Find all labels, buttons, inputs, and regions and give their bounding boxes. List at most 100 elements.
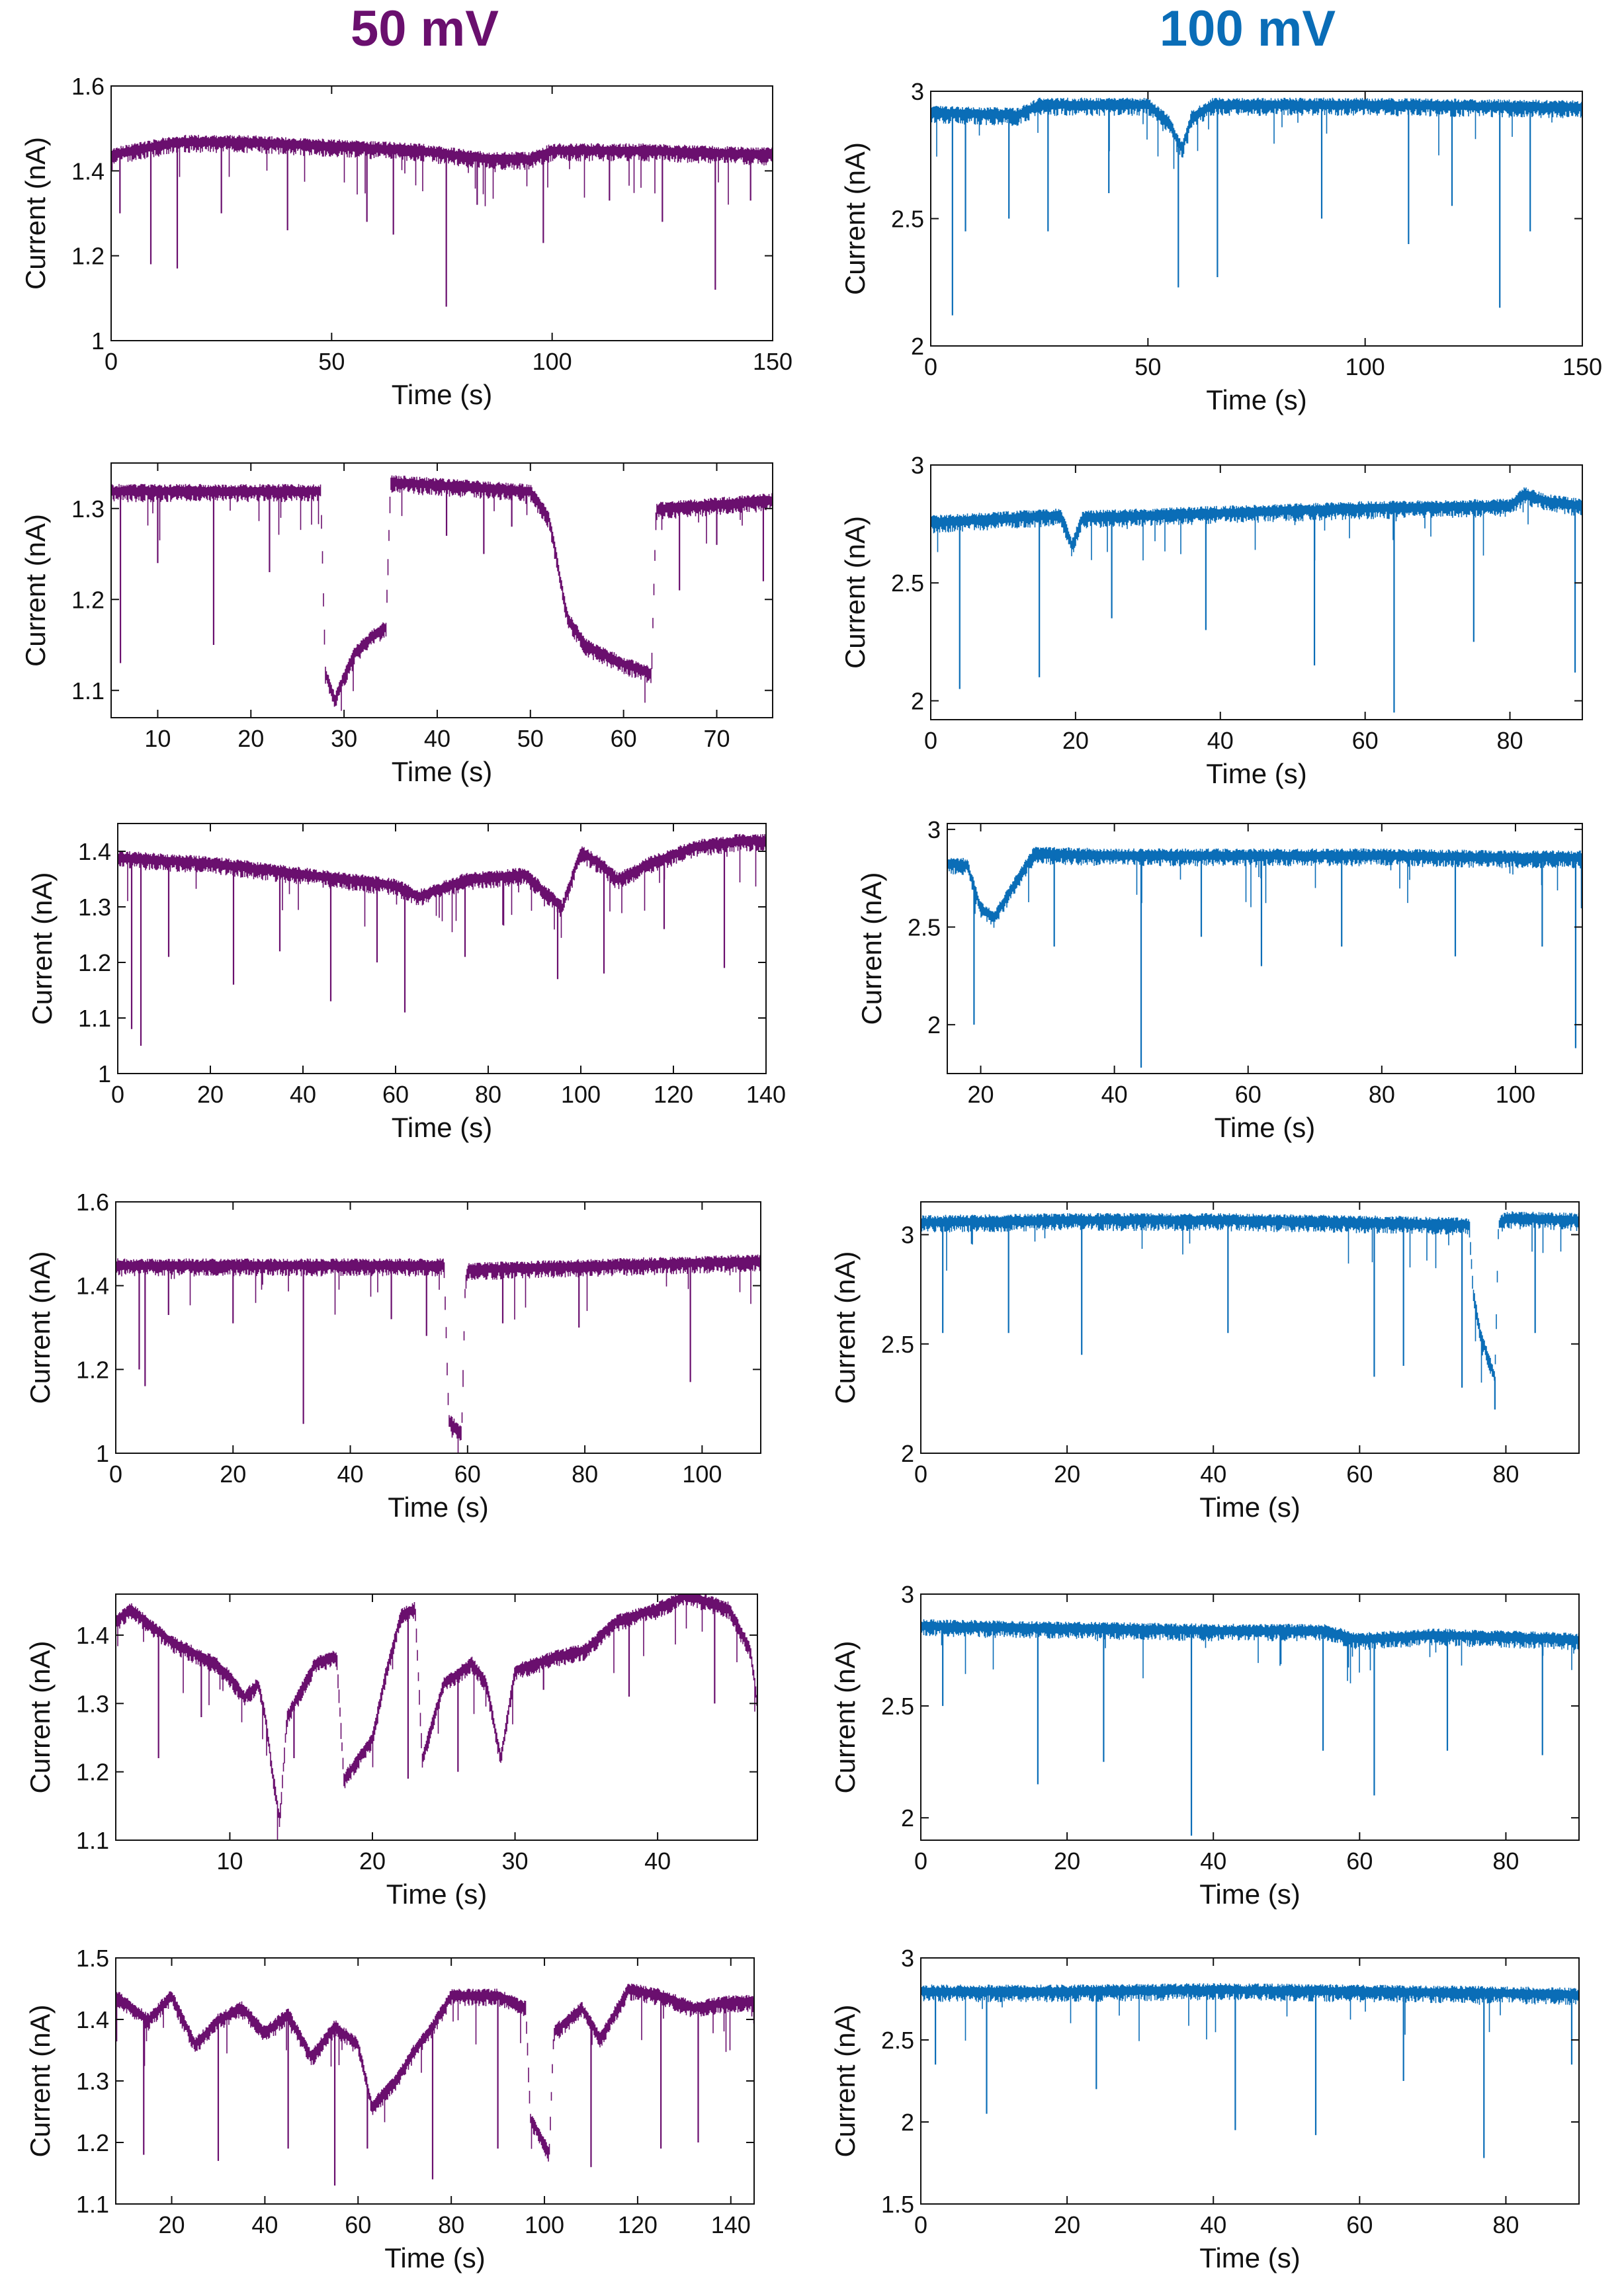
current-noise-band xyxy=(921,1211,1579,1383)
x-tick-label: 0 xyxy=(914,1460,927,1488)
axes-box xyxy=(115,1201,761,1454)
panel-50mV-1: 0 50 100 150 1 1.2 1.4 1.6 Time (s) Current (nA) xyxy=(20,73,792,410)
axes-box xyxy=(117,823,767,1074)
x-tick-label: 30 xyxy=(502,1847,529,1875)
x-axis-label: Time (s) xyxy=(1199,1879,1300,1910)
y-axis-label: Current (nA) xyxy=(839,516,871,669)
current-noise-band xyxy=(111,134,773,206)
current-noise-band xyxy=(118,833,766,938)
panel-100mV-6: 0 20 40 60 80 1.5 2 2.5 3 Time (s) Current (nA) xyxy=(830,1945,1580,2273)
x-tick-label: 40 xyxy=(337,1460,364,1488)
y-tick-label: 1 xyxy=(91,327,105,355)
x-tick-label: 50 xyxy=(318,348,345,375)
y-tick-label: 1.3 xyxy=(78,894,111,921)
x-tick-label: 20 xyxy=(359,1847,386,1875)
axes-box xyxy=(110,462,773,718)
x-tick-label: 20 xyxy=(159,2211,185,2238)
y-tick-label: 2 xyxy=(911,687,924,714)
x-tick-label: 100 xyxy=(1346,353,1385,380)
y-tick-label: 1 xyxy=(96,1440,109,1467)
y-tick-label: 2.5 xyxy=(881,2027,914,2054)
x-tick-label: 0 xyxy=(105,348,118,375)
x-tick-label: 100 xyxy=(561,1081,601,1108)
y-tick-label: 2.5 xyxy=(891,206,924,233)
x-axis-label: Time (s) xyxy=(1215,1112,1315,1143)
y-tick-label: 2.5 xyxy=(881,1331,914,1358)
column-title-100mv: 100 mV xyxy=(1159,1,1336,57)
y-tick-label: 2 xyxy=(901,2109,914,2136)
x-tick-label: 20 xyxy=(1054,1460,1080,1488)
x-axis-label: Time (s) xyxy=(392,1112,492,1143)
trace xyxy=(947,847,1582,1068)
axes-box xyxy=(930,464,1583,720)
y-tick-label: 1.5 xyxy=(881,2191,914,2218)
x-tick-label: 40 xyxy=(251,2211,278,2238)
x-axis-label: Time (s) xyxy=(1206,758,1306,789)
x-tick-label: 60 xyxy=(1352,727,1379,754)
y-tick-label: 1.2 xyxy=(76,1759,109,1786)
y-axis-label: Current (nA) xyxy=(830,2004,861,2157)
x-tick-label: 60 xyxy=(345,2211,371,2238)
x-tick-label: 30 xyxy=(331,725,357,752)
x-tick-label: 80 xyxy=(1497,727,1523,754)
y-tick-label: 1.1 xyxy=(76,1827,109,1854)
x-axis-label: Time (s) xyxy=(1199,2242,1300,2273)
x-tick-label: 60 xyxy=(454,1460,481,1488)
trace xyxy=(921,1211,1579,1410)
x-tick-label: 20 xyxy=(968,1081,994,1108)
current-noise-band xyxy=(921,1983,1579,2041)
panel-100mV-4: 0 20 40 60 80 2 2.5 3 Time (s) Current (nA) xyxy=(830,1201,1580,1523)
axes-box xyxy=(930,91,1583,347)
y-tick-label: 2.5 xyxy=(891,570,924,597)
trace xyxy=(118,833,766,1046)
x-tick-label: 40 xyxy=(1200,2211,1226,2238)
x-tick-label: 60 xyxy=(611,725,637,752)
axes-box xyxy=(110,85,773,341)
y-tick-label: 2 xyxy=(927,1011,941,1038)
y-axis-label: Current (nA) xyxy=(20,137,51,290)
y-tick-label: 2.5 xyxy=(908,914,941,941)
x-tick-label: 60 xyxy=(1235,1081,1261,1108)
panel-50mV-2: 10 20 30 40 50 60 70 1.1 1.2 1.3 Time (s) Current (… xyxy=(20,462,773,787)
current-noise-band xyxy=(111,475,773,711)
panel-50mV-6: 20 40 60 80 100 120 140 1.1 1.2 1.3 1.4 1.5 Time (s)… xyxy=(24,1945,755,2273)
x-tick-label: 40 xyxy=(1207,727,1234,754)
panel-100mV-3: 20 40 60 80 100 2 2.5 3 Time (s) Current (nA) xyxy=(856,816,1583,1143)
x-tick-label: 0 xyxy=(914,2211,927,2238)
trace xyxy=(111,475,773,711)
column-title-50mv: 50 mV xyxy=(351,1,499,57)
x-tick-label: 40 xyxy=(644,1847,671,1875)
y-tick-label: 1.2 xyxy=(71,243,105,270)
x-tick-label: 50 xyxy=(1134,353,1161,380)
y-axis-label: Current (nA) xyxy=(24,1251,56,1404)
y-tick-label: 1.3 xyxy=(71,495,105,523)
trace xyxy=(116,1983,754,2186)
trace xyxy=(116,1594,757,1840)
x-tick-label: 60 xyxy=(1346,1847,1373,1875)
axes-box xyxy=(920,1957,1580,2205)
current-noise-band xyxy=(921,1619,1579,1683)
x-tick-label: 10 xyxy=(216,1847,243,1875)
x-tick-label: 100 xyxy=(682,1460,722,1488)
y-tick-label: 1.1 xyxy=(78,1005,111,1032)
y-tick-label: 1.4 xyxy=(78,838,111,865)
x-tick-label: 150 xyxy=(1562,353,1602,380)
y-tick-label: 1.4 xyxy=(76,2006,109,2033)
x-tick-label: 0 xyxy=(109,1460,122,1488)
x-tick-label: 20 xyxy=(237,725,264,752)
x-tick-label: 100 xyxy=(1496,1081,1535,1108)
y-tick-label: 1.3 xyxy=(76,2068,109,2095)
y-tick-label: 2 xyxy=(901,1804,914,1832)
y-tick-label: 1.1 xyxy=(71,677,105,704)
y-tick-label: 1.3 xyxy=(76,1690,109,1717)
x-tick-label: 20 xyxy=(1062,727,1089,754)
x-tick-label: 80 xyxy=(572,1460,598,1488)
x-axis-label: Time (s) xyxy=(392,756,492,787)
y-tick-label: 1.2 xyxy=(78,949,111,976)
panel-50mV-3: 0 20 40 60 80 100 120 140 1 1.1 1.2 1.3 1.4 Time (s) C… xyxy=(26,823,786,1143)
panel-100mV-1: 0 50 100 150 2 2.5 3 Time (s) Current (nA) xyxy=(839,78,1602,415)
y-tick-label: 1.6 xyxy=(76,1189,109,1216)
y-tick-label: 1.2 xyxy=(76,1356,109,1383)
x-tick-label: 70 xyxy=(703,725,730,752)
axes-box xyxy=(115,1593,758,1841)
